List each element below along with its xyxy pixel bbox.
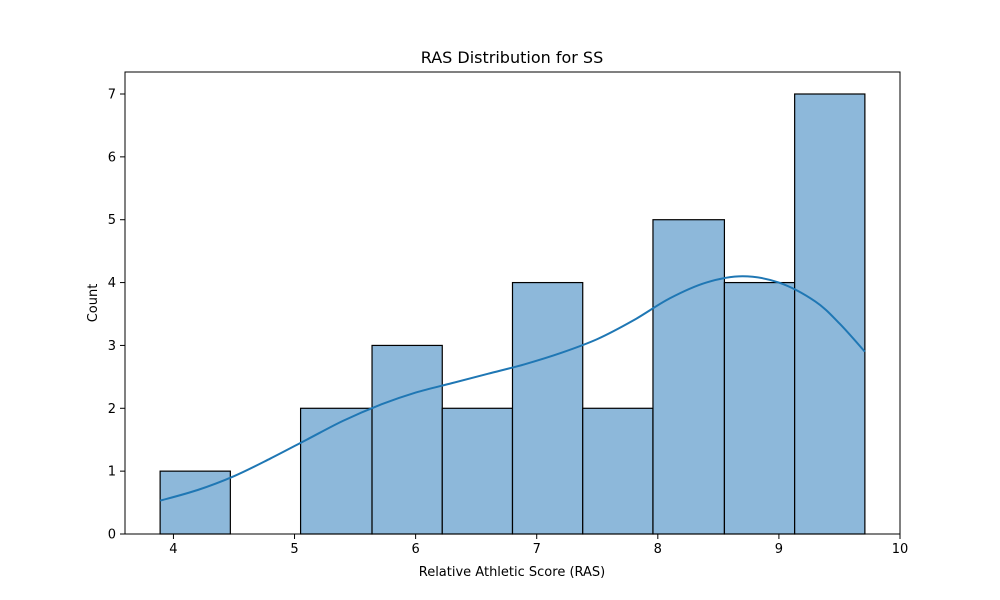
y-tick-label: 1 [108, 465, 116, 480]
x-axis-ticks: 4 5 6 7 8 9 10 [169, 534, 908, 557]
y-axis-label: Count [86, 284, 101, 323]
x-tick-label: 9 [775, 542, 783, 557]
x-tick-label: 4 [169, 542, 177, 557]
axes-frame [124, 71, 901, 535]
y-tick-label: 0 [108, 528, 116, 543]
x-tick-label: 5 [290, 542, 298, 557]
histogram-bar-3 [371, 344, 443, 535]
x-tick-label: 6 [411, 542, 419, 557]
y-tick-label: 7 [108, 88, 116, 103]
x-axis-label: Relative Athletic Score (RAS) [419, 565, 606, 580]
histogram-bar-7 [652, 219, 726, 535]
x-tick-label: 10 [892, 542, 909, 557]
histogram-bars [159, 93, 866, 535]
histogram-bar-8 [723, 281, 796, 535]
y-tick-label: 4 [108, 276, 116, 291]
chart-title: RAS Distribution for SS [421, 48, 603, 67]
y-tick-label: 6 [108, 150, 116, 165]
y-tick-label: 5 [108, 213, 116, 228]
histogram-bar-0 [159, 470, 231, 535]
x-tick-label: 8 [654, 542, 662, 557]
kde-curve [159, 275, 866, 502]
histogram-bar-5 [511, 281, 584, 535]
y-tick-label: 3 [108, 339, 116, 354]
histogram-bar-2 [299, 407, 373, 535]
x-tick-label: 7 [533, 542, 541, 557]
y-axis-ticks: 0 1 2 3 4 5 6 7 [108, 88, 125, 543]
y-tick-label: 2 [108, 402, 116, 417]
histogram-bar-4 [441, 407, 514, 535]
histogram-bar-6 [582, 407, 654, 535]
